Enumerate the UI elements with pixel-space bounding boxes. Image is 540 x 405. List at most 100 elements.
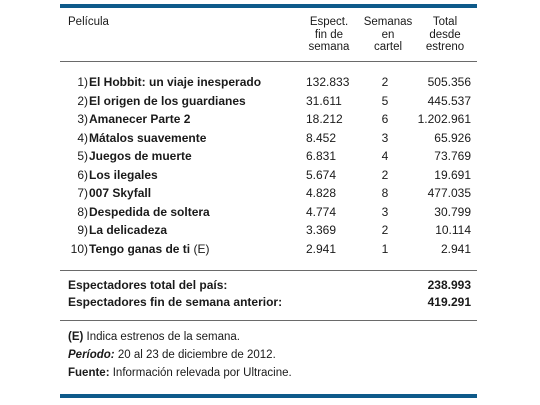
table-row: 10) Tengo ganas de ti (E) 2.941 1 2.941 — [60, 240, 477, 258]
note-fuente-text: Información relevada por Ultracine. — [112, 367, 292, 379]
row-title-text: Mátalos suavemente — [89, 130, 207, 145]
row-weekend: 2.941 — [306, 241, 337, 256]
row-title: Los ilegales — [89, 166, 158, 184]
row-total: 445.537 — [427, 93, 471, 108]
header-weeks: Semanas en cartel — [360, 16, 416, 54]
row-title-text: Los ilegales — [89, 167, 158, 182]
note-fuente-key: Fuente: — [68, 367, 110, 379]
row-weeks: 8 — [381, 186, 389, 200]
row-title: Juegos de muerte — [89, 147, 192, 165]
table-row: 5) Juegos de muerte 6.831 4 73.769 — [60, 147, 477, 165]
row-weekend: 4.774 — [306, 204, 337, 219]
row-title: Mátalos suavemente — [89, 129, 206, 147]
note-estreno-key: (E) — [68, 331, 84, 343]
previous-weekend-value: 419.291 — [427, 295, 471, 309]
row-total: 1.202.961 — [417, 112, 471, 126]
table-row: 1) El Hobbit: un viaje inesperado 132.83… — [60, 73, 477, 91]
table-row: 3) Amanecer Parte 2 18.212 6 1.202.961 — [60, 110, 477, 128]
row-rank: 9) — [77, 223, 88, 237]
row-rank: 5) — [77, 149, 88, 163]
row-title: El origen de los guardianes — [89, 92, 246, 110]
row-rank: 1) — [77, 75, 88, 89]
row-weekend: 5.674 — [306, 167, 337, 182]
row-weeks: 4 — [381, 149, 389, 163]
row-total: 10.114 — [435, 223, 471, 237]
note-estreno: (E) Indica estrenos de la semana. — [68, 329, 240, 346]
header-weeks-line-1: Semanas — [363, 16, 413, 28]
row-weeks: 6 — [381, 112, 389, 126]
row-weekend: 6.831 — [306, 149, 337, 163]
note-periodo-text: 20 al 23 de diciembre de 2012. — [117, 349, 276, 361]
row-estreno-mark: (E) — [193, 241, 210, 256]
row-weekend: 31.611 — [306, 93, 342, 108]
row-title: La delicadeza — [89, 221, 167, 239]
header-weekend-line-1: Espect. — [309, 16, 349, 28]
row-title-text: La delicadeza — [89, 223, 168, 237]
header-total-line-2: desde — [429, 28, 461, 41]
total-country-row: Espectadores total del país: 238.993 — [68, 277, 471, 294]
header-total: Total desde estreno — [414, 16, 476, 54]
header-weeks-line-3: cartel — [373, 41, 403, 53]
row-weeks: 2 — [381, 75, 389, 89]
row-rank: 8) — [77, 204, 88, 219]
row-weekend: 132.833 — [306, 75, 350, 89]
row-weeks: 5 — [381, 93, 389, 108]
header-weekend-line-3: semana — [308, 41, 350, 53]
row-title: El Hobbit: un viaje inesperado — [89, 73, 261, 91]
header-separator — [60, 61, 477, 62]
row-weekend: 18.212 — [306, 112, 343, 126]
row-total: 19.691 — [434, 167, 471, 182]
total-country-value: 238.993 — [427, 278, 471, 292]
row-rank: 3) — [77, 112, 88, 126]
row-title-text: El Hobbit: un viaje inesperado — [89, 75, 262, 89]
row-title: Amanecer Parte 2 — [89, 110, 190, 128]
row-title-text: Juegos de muerte — [89, 149, 192, 163]
row-total: 505.356 — [427, 75, 471, 89]
previous-weekend-row: Espectadores fin de semana anterior: 419… — [68, 294, 471, 311]
header-film: Película — [68, 16, 109, 28]
table-row: 8) Despedida de soltera 4.774 3 30.799 — [60, 203, 477, 221]
table-row: 2) El origen de los guardianes 31.611 5 … — [60, 92, 477, 110]
table-row: 6) Los ilegales 5.674 2 19.691 — [60, 166, 477, 184]
row-title: 007 Skyfall — [89, 184, 151, 202]
totals-separator — [60, 320, 477, 321]
bottom-rule — [60, 394, 477, 398]
row-rank: 2) — [77, 93, 88, 108]
header-weekend-line-2: fin de — [314, 28, 344, 41]
total-country-label: Espectadores total del país: — [68, 278, 228, 292]
table-row: 7) 007 Skyfall 4.828 8 477.035 — [60, 184, 477, 202]
row-rank: 4) — [77, 130, 88, 145]
note-estreno-text: Indica estrenos de la semana. — [86, 331, 240, 343]
row-total: 2.941 — [440, 241, 471, 256]
header-total-line-3: estreno — [425, 41, 465, 53]
row-title-text: 007 Skyfall — [89, 186, 152, 200]
previous-weekend-label: Espectadores fin de semana anterior: — [68, 295, 283, 309]
row-rank: 10) — [70, 241, 88, 256]
row-title-text: Amanecer Parte 2 — [89, 112, 191, 126]
top-rule — [60, 4, 477, 8]
row-weeks: 3 — [381, 130, 389, 145]
row-rank: 6) — [77, 167, 88, 182]
note-fuente: Fuente: Información relevada por Ultraci… — [68, 365, 292, 382]
row-weekend: 3.369 — [306, 223, 337, 237]
row-title-text: El origen de los guardianes — [89, 93, 246, 108]
row-title: Despedida de soltera — [89, 203, 210, 221]
row-title-text: Tengo ganas de ti — [89, 241, 191, 256]
row-total: 30.799 — [434, 204, 471, 219]
row-weeks: 3 — [381, 204, 389, 219]
header-weeks-line-2: en — [381, 28, 395, 41]
row-weekend: 4.828 — [306, 186, 337, 200]
rows-separator — [60, 270, 477, 271]
row-total: 477.035 — [427, 186, 471, 200]
header-weekend: Espect. fin de semana — [296, 16, 362, 54]
row-weeks: 2 — [381, 223, 389, 237]
row-total: 73.769 — [434, 149, 471, 163]
row-weeks: 2 — [381, 167, 389, 182]
note-periodo: Período: 20 al 23 de diciembre de 2012. — [68, 347, 276, 364]
table-row: 4) Mátalos suavemente 8.452 3 65.926 — [60, 129, 477, 147]
note-periodo-key: Período: — [68, 349, 115, 361]
box-office-table: Película Espect. fin de semana Semanas e… — [60, 4, 477, 400]
row-title: Tengo ganas de ti (E) — [89, 240, 209, 258]
header-total-line-1: Total — [432, 16, 458, 28]
row-total: 65.926 — [434, 130, 471, 145]
